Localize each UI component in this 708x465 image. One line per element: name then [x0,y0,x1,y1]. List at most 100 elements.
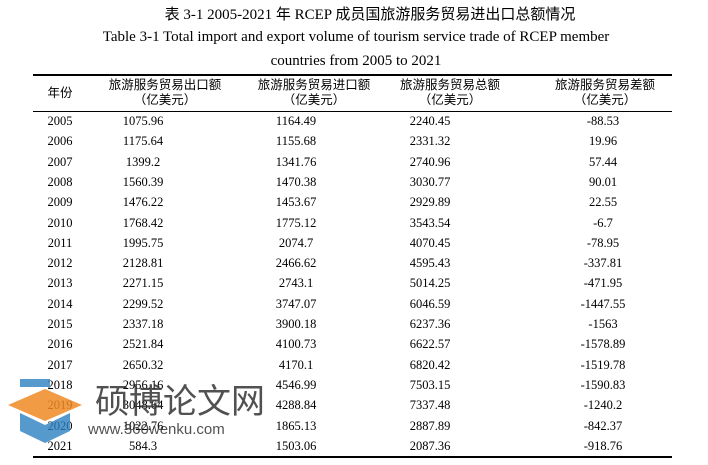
table-cell: 1560.39 [122,174,164,189]
header-cell: 旅游服务贸易差额 [554,78,656,92]
table-cell: 1155.68 [275,134,317,149]
table-cell: -918.76 [583,438,623,453]
table-cell: -337.81 [583,256,623,271]
table-cell: 2008 [47,174,73,189]
table-cell: -1447.55 [580,296,626,311]
table-cell: 1470.38 [275,174,317,189]
caption-en: Table 3-1 Total import and export volume… [102,29,610,45]
table-cell: 2466.62 [275,256,317,271]
header-cell: 年份 [47,86,73,100]
table-cell: 90.01 [588,174,618,189]
table-cell: 4100.73 [275,337,317,352]
header-cell: 旅游服务贸易进口额 [257,78,371,92]
table-cell: 3048.64 [122,398,164,413]
table-cell: 2021 [47,438,73,453]
table-cell: 1775.12 [275,215,317,230]
table-cell: 2956.16 [122,377,164,392]
table-cell: 1865.13 [275,418,317,433]
table-cell: 4546.99 [275,377,317,392]
table-cell: 6622.57 [409,337,451,352]
watermark: 硕博论文网 www.360wenku.com [8,379,265,443]
table-cell: 1399.2 [125,154,161,169]
table-cell: 2743.1 [278,276,314,291]
top-rule [33,74,672,76]
table-cell: -1563 [588,317,618,331]
table-cell: 6820.42 [409,357,451,372]
table-cell: 1503.06 [275,438,317,453]
table-cell: 1453.67 [275,195,317,210]
table-cell: 2929.89 [409,195,451,210]
table-cell: 2331.32 [409,134,451,149]
table-cell: -1240.2 [583,398,623,413]
table-cell: 1476.22 [122,195,164,210]
table-cell: 2011 [47,235,73,250]
table-cell: 6046.59 [409,296,451,311]
table-cell: 1768.42 [122,215,164,230]
table-cell: 2006 [47,134,73,149]
table-cell: 3747.07 [275,296,317,311]
table-cell: 4288.84 [275,398,317,413]
header-cell: （亿美元） [282,93,346,107]
table-cell: 4070.45 [409,235,451,250]
table-cell: 2128.81 [122,256,164,271]
table-cell: 2271.15 [122,276,164,291]
header-cell: 旅游服务贸易总额 [399,78,501,92]
table-cell: 1995.75 [122,235,164,250]
table-cell: 19.96 [588,134,618,149]
logo [20,379,50,387]
caption-en: countries from 2005 to 2021 [270,53,442,69]
header-cell: （亿美元） [133,93,197,107]
table-cell: 4595.43 [409,256,451,271]
table-cell: 2012 [47,256,73,271]
table-cell: 3030.77 [409,174,451,189]
table-cell: 1075.96 [122,114,164,128]
table-cell: 2016 [47,337,73,352]
table-cell: 2337.18 [122,317,164,331]
table-cell: 3900.18 [275,317,317,331]
header-cell: 旅游服务贸易出口额 [108,78,222,92]
table-cell: 57.44 [588,154,618,169]
table-cell: -1578.89 [580,337,626,352]
table-cell: 7337.48 [409,398,451,413]
table-cell: 6237.36 [409,317,451,331]
table-cell: -6.7 [593,215,613,230]
table-cell: 1164.49 [275,114,317,128]
table-cell: 1175.64 [122,134,164,149]
table-cell: -471.95 [583,276,623,291]
logo [8,389,82,421]
table-cell: 2014 [47,296,73,311]
table-cell: 2299.52 [122,296,164,311]
table-cell: 2087.36 [409,438,451,453]
table-cell: -1590.83 [580,377,626,392]
table-cell: 2018 [47,377,73,392]
table-cell: 584.3 [128,438,158,453]
header-cell: （亿美元） [573,93,637,107]
table-cell: 2017 [47,357,73,372]
table-cell: 5014.25 [409,276,451,291]
table-cell: 7503.15 [409,377,451,392]
table-cell: -842.37 [583,418,623,433]
table-cell: -88.53 [586,114,620,128]
table-cell: 2005 [47,114,73,128]
table-cell: 2650.32 [122,357,164,372]
table-cell: 2015 [47,317,73,331]
table-cell: 22.55 [588,195,618,210]
table-cell: 4170.1 [278,357,314,372]
table-cell: 2013 [47,276,73,291]
watermark-url: www.360wenku.com [87,421,225,438]
table-cell: 2010 [47,215,73,230]
watermark-name: 硕博论文网 [95,382,265,422]
table-cell: -78.95 [586,235,620,250]
table-cell: 2740.96 [409,154,451,169]
caption-zh: 表 3-1 2005-2021 年 RCEP 成员国旅游服务贸易进出口总额情况 [164,7,576,23]
bottom-rule [33,456,672,458]
table-cell: 3543.54 [409,215,451,230]
table-cell: 2009 [47,195,73,210]
table-cell: 1341.76 [275,154,317,169]
table-cell: -1519.78 [580,357,626,372]
table-cell: 2007 [47,154,73,169]
table-cell: 2521.84 [122,337,164,352]
table-cell: 1022.76 [122,418,164,433]
logo [20,413,70,443]
